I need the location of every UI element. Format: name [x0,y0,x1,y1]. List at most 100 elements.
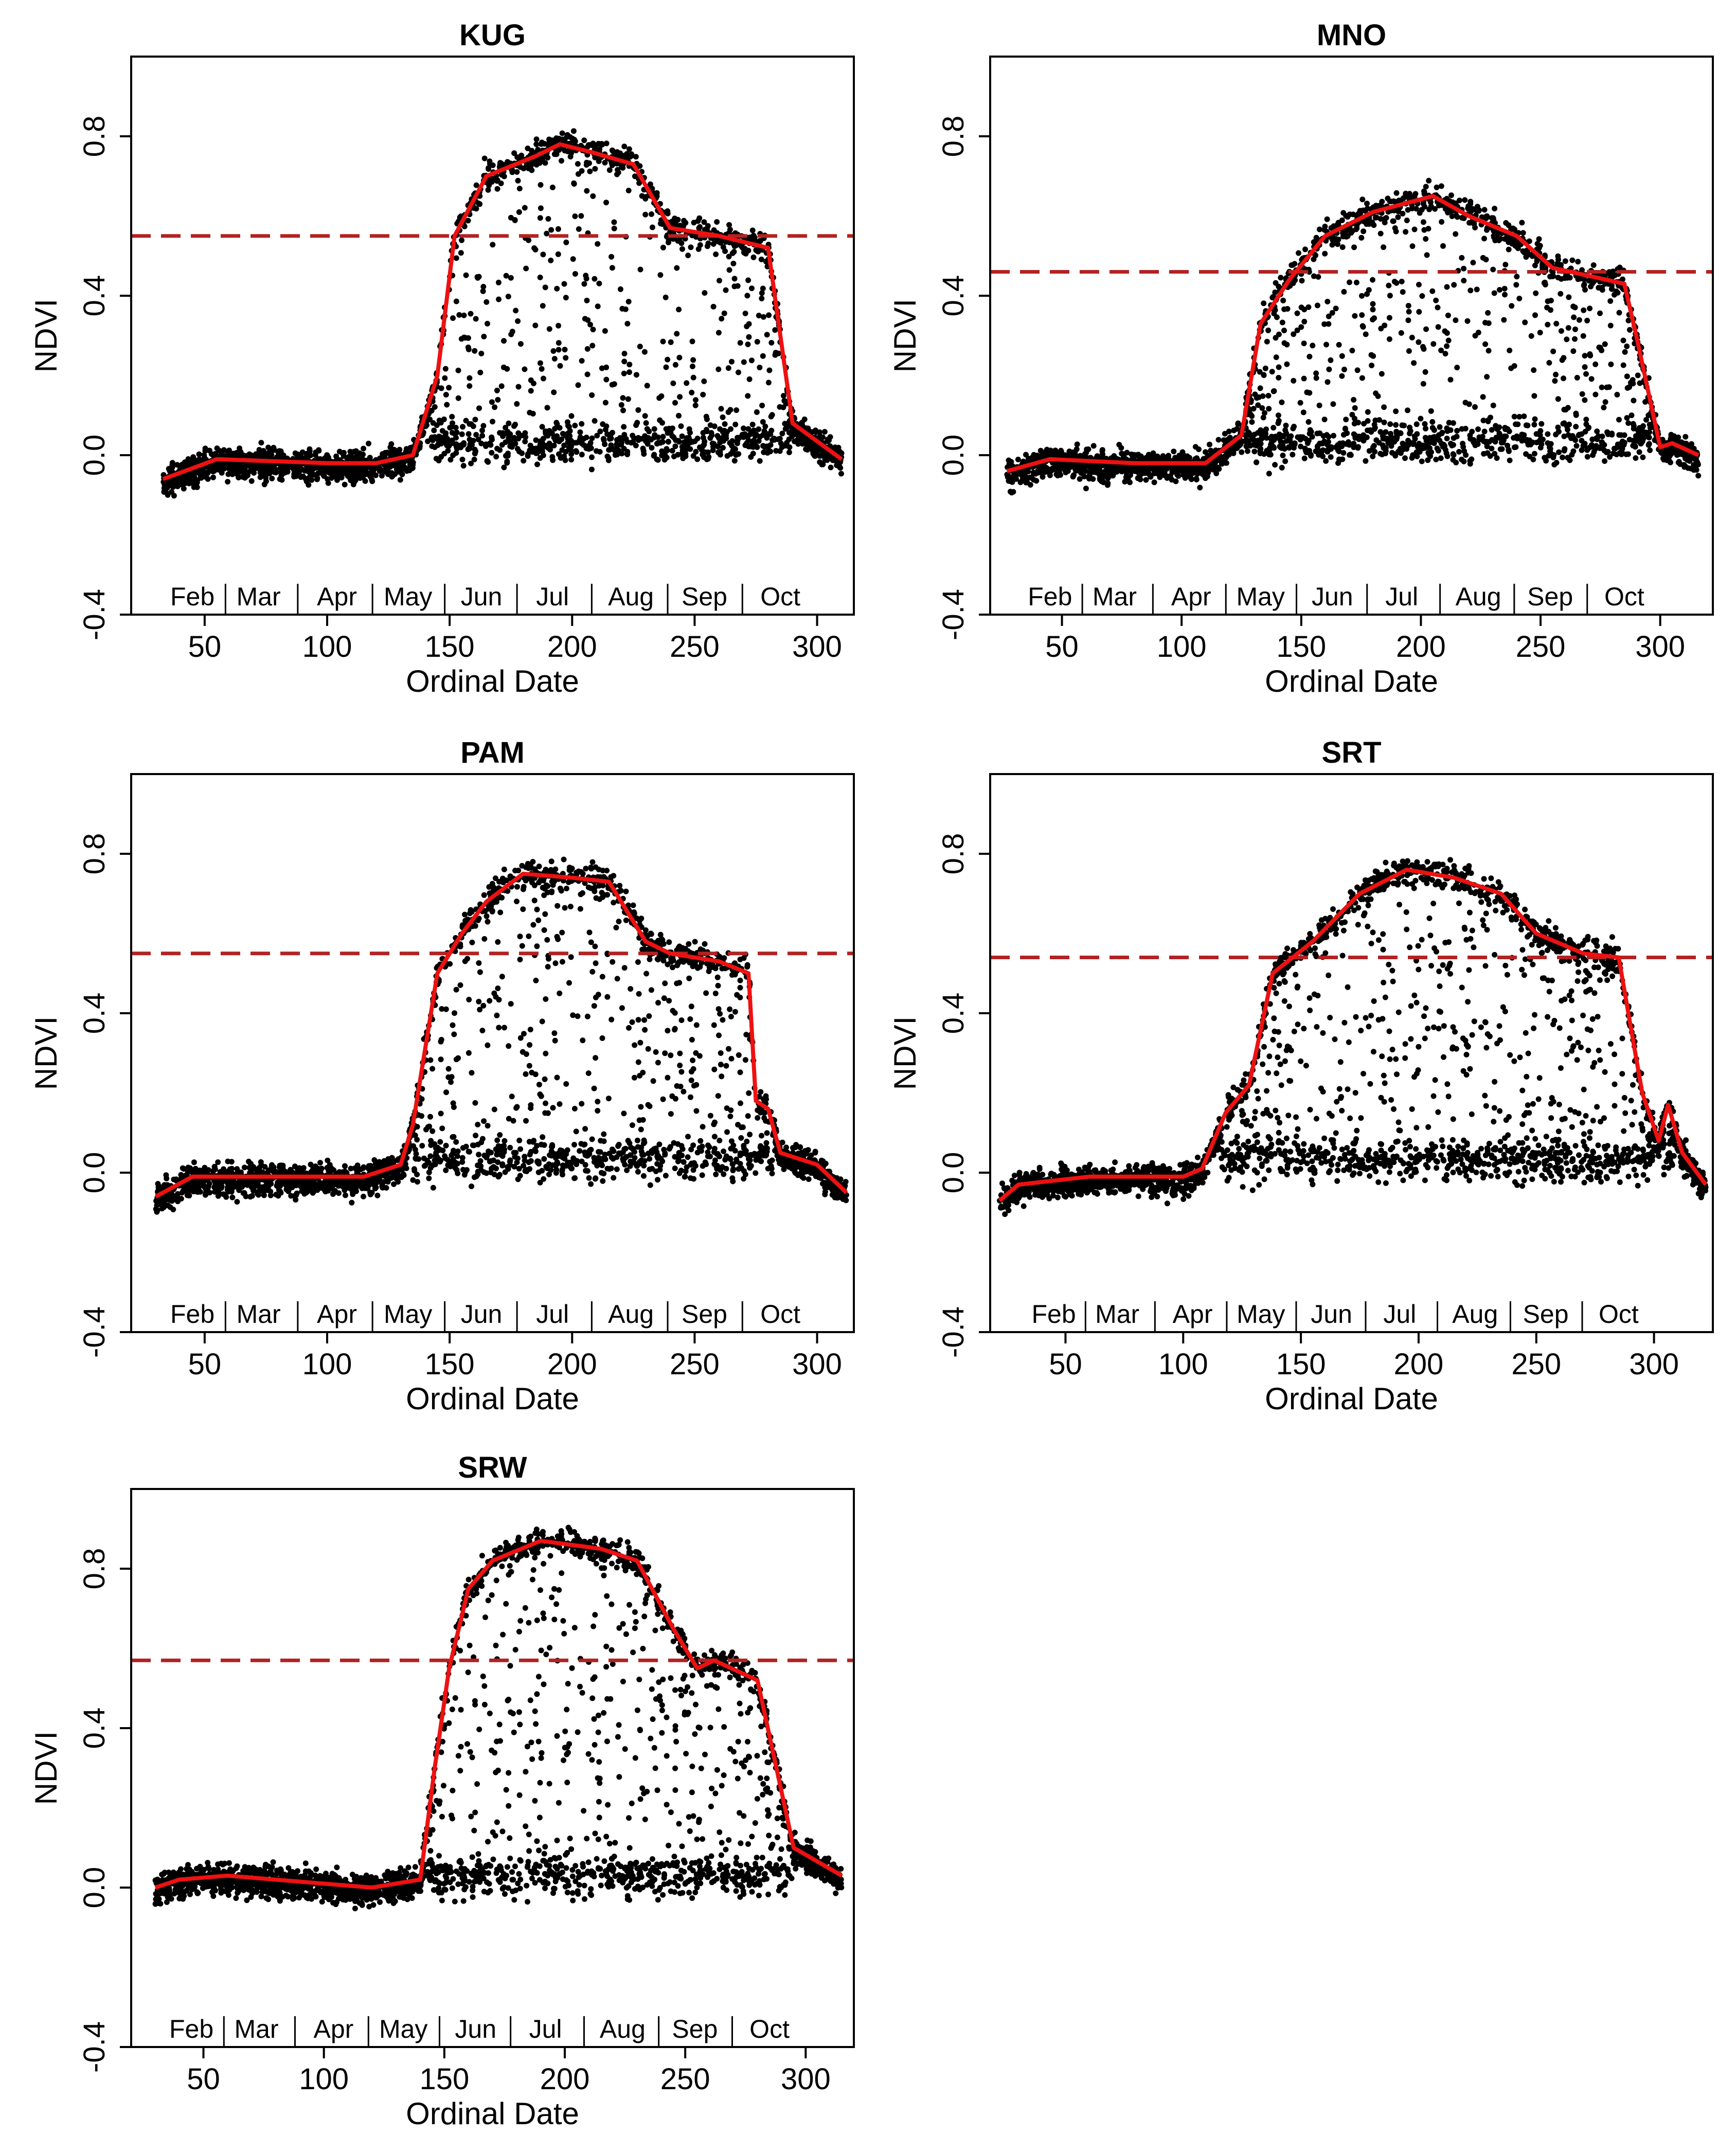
ndvi-point [724,453,730,459]
ndvi-point [762,423,768,429]
ndvi-point [454,429,460,436]
ndvi-point [429,443,435,449]
ndvi-point [460,463,467,469]
ndvi-point [248,478,255,484]
ndvi-point [1480,255,1486,261]
ndvi-point [1485,310,1491,316]
ndvi-point [1579,431,1585,437]
ndvi-point [1553,460,1560,466]
ndvi-point [671,454,677,459]
ndvi-point [592,166,598,172]
ndvi-point [1336,456,1342,462]
ndvi-point [1521,413,1527,419]
ndvi-point [1359,293,1365,299]
ndvi-point [1534,439,1540,445]
ndvi-point [567,154,574,160]
ndvi-point [546,326,552,332]
ndvi-point [565,430,571,437]
ndvi-point [1439,430,1445,437]
ndvi-point [1461,448,1467,454]
ndvi-point [600,436,606,442]
month-label: Apr [317,582,357,611]
ndvi-point [1486,320,1492,326]
ndvi-point [467,383,473,389]
ndvi-point [1490,266,1496,273]
ndvi-point [676,412,682,419]
ndvi-point [729,358,735,365]
ndvi-point [617,286,623,292]
y-tick-label: 0.8 [78,116,111,157]
ndvi-point [1632,443,1638,450]
ndvi-point [1552,378,1558,384]
x-axis-label: Ordinal Date [406,664,579,698]
ndvi-point [1090,443,1097,449]
ndvi-point [444,402,450,408]
ndvi-point [528,388,534,394]
ndvi-point [554,285,560,292]
ndvi-point [484,299,490,305]
ndvi-point [673,221,679,227]
ndvi-point [679,433,685,439]
ndvi-point [676,307,682,313]
ndvi-point [1381,244,1387,250]
ndvi-point [242,474,248,480]
ndvi-point [1513,282,1519,288]
ndvi-point [395,469,401,475]
ndvi-point [1402,455,1408,461]
ndvi-point [672,400,678,406]
ndvi-points [1004,177,1702,496]
ndvi-point [1474,286,1480,293]
ndvi-point [1413,421,1420,427]
ndvi-point [651,426,657,432]
ndvi-point [1561,355,1567,361]
ndvi-point [1592,391,1599,398]
ndvi-point [1573,443,1580,449]
ndvi-point [572,271,578,277]
ndvi-point [1348,452,1354,458]
ndvi-point [567,134,573,140]
ndvi-point [205,469,211,475]
ndvi-point [1484,374,1490,380]
ndvi-point [1143,477,1149,483]
ndvi-point [640,448,647,454]
ndvi-point [575,161,581,167]
ndvi-point [621,424,627,430]
ndvi-point [1562,258,1568,264]
ndvi-point [750,254,757,260]
ndvi-point [693,397,699,403]
ndvi-point [436,435,442,441]
ndvi-point [515,318,521,324]
ndvi-point [1630,377,1636,383]
ndvi-point [497,430,503,436]
ndvi-point [1262,365,1268,371]
ndvi-point [1513,421,1519,427]
ndvi-point [769,412,775,418]
ndvi-point [356,450,363,456]
ndvi-point [838,450,845,456]
ndvi-point [635,407,641,413]
ndvi-point [1420,219,1426,225]
ndvi-point [1171,448,1177,455]
ndvi-point [1420,344,1426,350]
ndvi-point [297,465,303,471]
ndvi-point [1321,321,1328,327]
ndvi-point [603,200,609,206]
ndvi-point [1450,451,1456,457]
ndvi-point [1361,228,1367,235]
ndvi-point [1544,304,1550,311]
ndvi-point [540,303,546,309]
ndvi-point [587,168,593,174]
ndvi-point [1265,327,1272,333]
ndvi-point [821,429,828,435]
ndvi-point [625,396,631,402]
ndvi-point [1492,206,1498,211]
ndvi-point [764,332,770,338]
ndvi-point [505,451,511,457]
ndvi-point [475,436,481,442]
ndvi-point [504,460,510,466]
ndvi-point [1565,325,1571,331]
ndvi-point [348,455,354,461]
ndvi-point [1414,431,1420,437]
ndvi-point [1377,230,1384,237]
ndvi-point [1516,295,1523,301]
